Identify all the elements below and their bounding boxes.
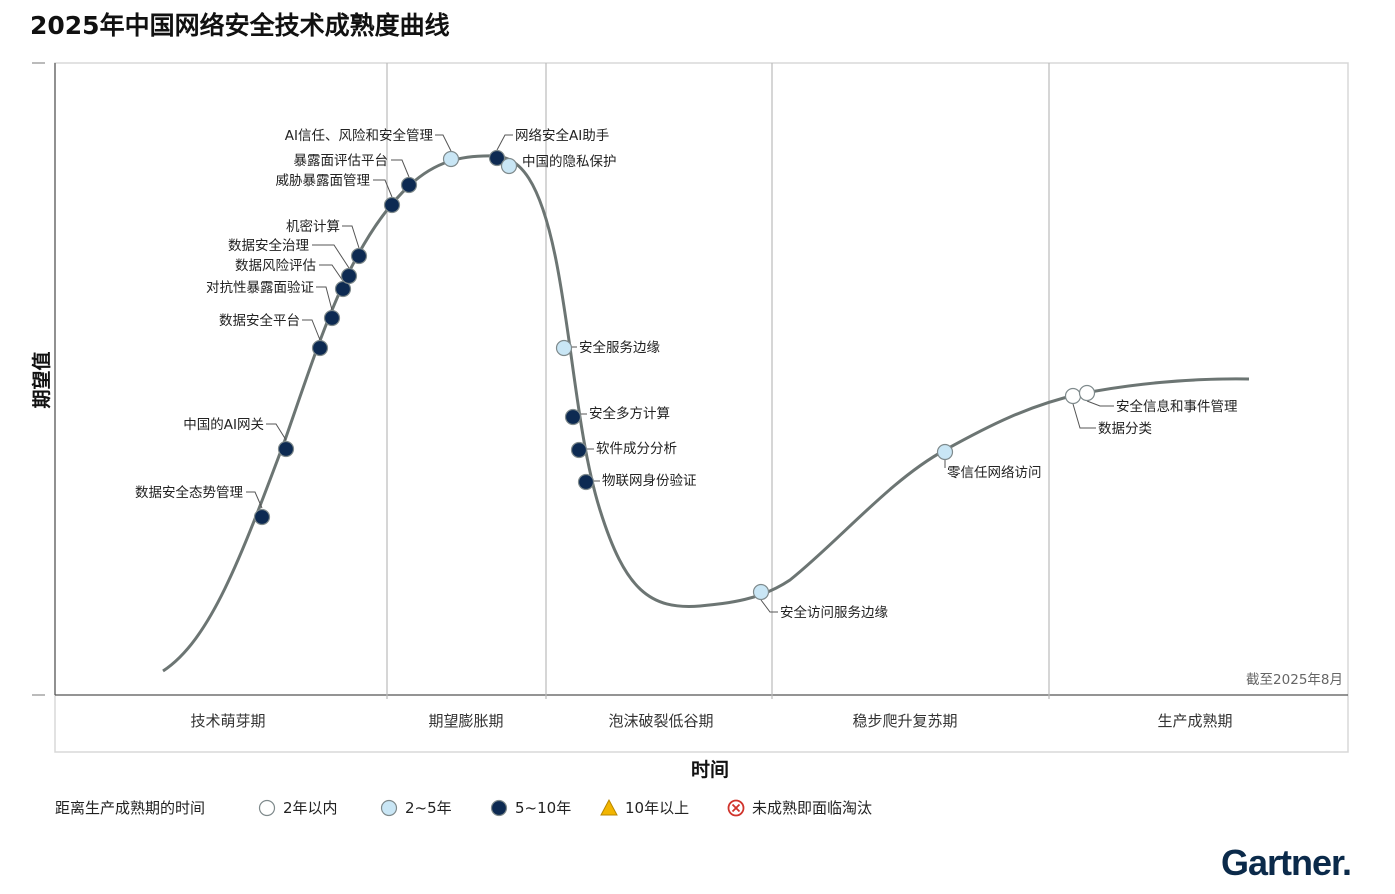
point-label: 零信任网络访问 xyxy=(947,465,1042,481)
legend-marker-triangle xyxy=(600,798,618,816)
curve-layer xyxy=(162,154,1250,673)
point-label: 网络安全AI助手 xyxy=(515,127,609,144)
point-marker xyxy=(1064,387,1082,405)
hype-curve xyxy=(162,154,1250,673)
point-label: 机密计算 xyxy=(286,218,340,235)
point-label: 软件成分分析 xyxy=(596,441,677,457)
point-label: 威胁暴露面管理 xyxy=(276,173,371,189)
x-axis-title: 时间 xyxy=(691,759,729,781)
phase-label: 技术萌芽期 xyxy=(190,712,265,730)
phase-label: 生产成熟期 xyxy=(1157,712,1232,730)
point-label: 物联网身份验证 xyxy=(602,473,697,489)
point-label: 数据安全治理 xyxy=(228,237,309,254)
leader-line xyxy=(760,599,778,613)
point-marker xyxy=(1078,384,1096,402)
point-marker xyxy=(752,583,770,601)
point-label: 安全多方计算 xyxy=(589,405,670,422)
chart-frame: 技术萌芽期 期望膨胀期 泡沫破裂低谷期 稳步爬升复苏期 生产成熟期 截至2025年8月时间… xyxy=(30,62,1349,781)
leader-line xyxy=(312,244,350,269)
point-marker xyxy=(400,176,418,194)
leader-line xyxy=(342,225,360,249)
legend-label: 2年以内 xyxy=(283,799,338,817)
point-marker xyxy=(253,508,271,526)
legend-marker xyxy=(490,799,508,817)
point-label: 中国的隐私保护 xyxy=(522,154,617,170)
legend-label: 2~5年 xyxy=(405,799,452,817)
point-marker xyxy=(383,196,401,214)
point-marker xyxy=(570,441,588,459)
point-marker xyxy=(323,309,341,327)
as-of-date: 截至2025年8月 xyxy=(1246,672,1343,688)
leader-line xyxy=(391,159,410,178)
point-label: 暴露面评估平台 xyxy=(294,153,389,169)
point-marker xyxy=(500,157,518,175)
point-label: AI信任、风险和安全管理 xyxy=(285,127,434,144)
legend: 距离生产成熟期的时间 2年以内 2~5年 5~10年 10年以上 未成熟即面临淘汰 xyxy=(55,798,872,817)
phase-label: 期望膨胀期 xyxy=(428,712,503,730)
point-label: 安全访问服务边缘 xyxy=(780,604,888,621)
legend-label: 未成熟即面临淘汰 xyxy=(752,799,872,817)
leader-line xyxy=(496,134,513,151)
leader-line xyxy=(266,423,287,441)
point-marker xyxy=(488,149,506,167)
phase-label: 稳步爬升复苏期 xyxy=(852,712,957,730)
point-marker xyxy=(555,339,573,357)
point-label: 数据分类 xyxy=(1098,421,1152,437)
legend-marker xyxy=(380,799,398,817)
leader-line xyxy=(319,264,344,282)
point-label: 安全信息和事件管理 xyxy=(1116,398,1238,415)
leader-line xyxy=(1072,403,1096,429)
point-label: 数据安全平台 xyxy=(219,312,300,329)
point-marker xyxy=(350,247,368,265)
leader-lines xyxy=(246,134,1114,613)
point-marker xyxy=(340,267,358,285)
y-axis-title: 期望值 xyxy=(30,351,53,408)
point-marker xyxy=(936,443,954,461)
point-marker xyxy=(564,408,582,426)
leader-line xyxy=(316,286,333,311)
legend-label: 5~10年 xyxy=(515,799,571,817)
point-marker xyxy=(334,280,352,298)
legend-marker xyxy=(258,799,276,817)
gartner-logo: Gartner. xyxy=(1220,842,1352,883)
legend-label: 10年以上 xyxy=(625,799,689,817)
points-layer xyxy=(253,149,1096,601)
point-label: 数据安全态势管理 xyxy=(135,484,243,501)
point-label: 安全服务边缘 xyxy=(579,339,660,356)
leader-line xyxy=(1086,400,1114,407)
legend-marker-cross xyxy=(731,803,741,813)
point-marker xyxy=(577,473,595,491)
point-marker xyxy=(311,339,329,357)
point-marker xyxy=(277,440,295,458)
legend-title: 距离生产成熟期的时间 xyxy=(55,799,205,817)
point-label: 中国的AI网关 xyxy=(183,417,264,433)
leader-line xyxy=(246,491,263,509)
chart-title: 2025年中国网络安全技术成熟度曲线 xyxy=(30,11,450,40)
leader-line xyxy=(435,134,452,152)
point-label: 对抗性暴露面验证 xyxy=(206,280,314,296)
phase-label: 泡沫破裂低谷期 xyxy=(608,712,713,730)
point-marker xyxy=(442,150,460,168)
point-label: 数据风险评估 xyxy=(235,258,316,274)
leader-line xyxy=(302,319,321,341)
leader-line xyxy=(373,179,393,198)
